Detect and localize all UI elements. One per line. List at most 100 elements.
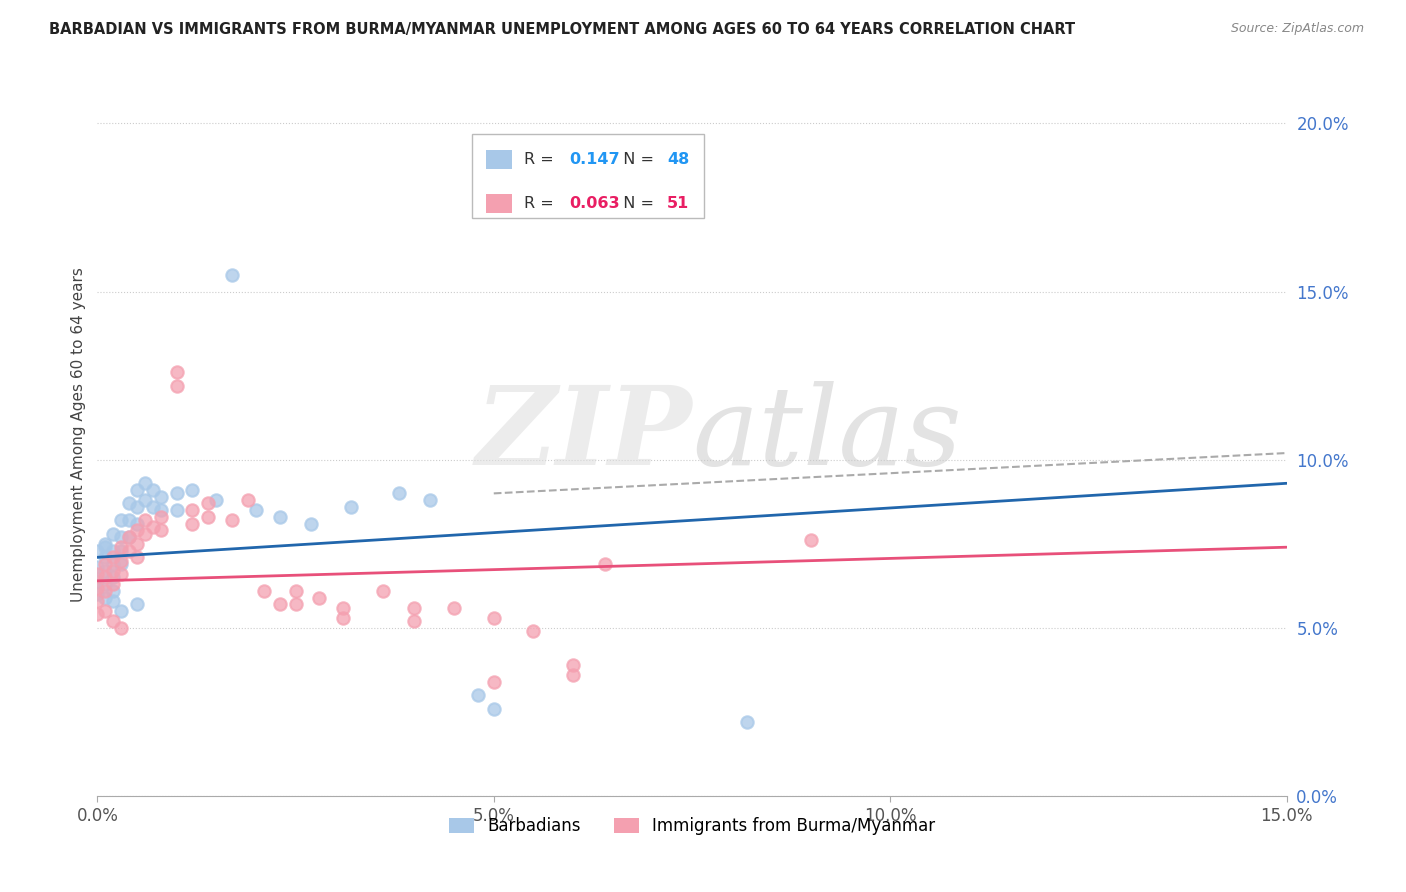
Point [103, 526, 125, 541]
Point [149, 524, 172, 538]
Point [94, 564, 117, 578]
FancyBboxPatch shape [486, 150, 512, 169]
Point [103, 543, 125, 558]
Point [142, 500, 165, 514]
Point [142, 483, 165, 497]
Point [86, 560, 108, 574]
Point [221, 513, 243, 527]
Point [197, 510, 219, 524]
Point [94, 557, 117, 571]
Point [110, 567, 132, 582]
Text: N =: N = [613, 152, 659, 167]
Point [149, 490, 172, 504]
Point [388, 486, 411, 500]
Point [125, 483, 148, 497]
Text: BARBADIAN VS IMMIGRANTS FROM BURMA/MYANMAR UNEMPLOYMENT AMONG AGES 60 TO 64 YEAR: BARBADIAN VS IMMIGRANTS FROM BURMA/MYANM… [49, 22, 1076, 37]
Point [800, 533, 823, 548]
Point [110, 621, 132, 635]
Point [166, 503, 188, 517]
Point [103, 583, 125, 598]
Text: atlas: atlas [692, 381, 962, 488]
Point [562, 668, 585, 682]
Text: R =: R = [524, 152, 560, 167]
Point [125, 500, 148, 514]
Point [118, 530, 141, 544]
Point [94, 604, 117, 618]
Point [103, 570, 125, 584]
Point [125, 537, 148, 551]
Point [522, 624, 544, 639]
Point [371, 583, 394, 598]
Point [86, 574, 108, 588]
Point [110, 604, 132, 618]
Text: 51: 51 [666, 195, 689, 211]
Point [308, 591, 330, 605]
Text: 48: 48 [666, 152, 689, 167]
Point [253, 583, 276, 598]
Point [94, 583, 117, 598]
Point [110, 554, 132, 568]
Text: R =: R = [524, 195, 560, 211]
Point [86, 587, 108, 601]
Point [110, 557, 132, 571]
Point [482, 611, 505, 625]
Point [269, 598, 291, 612]
FancyBboxPatch shape [486, 194, 512, 213]
Point [149, 510, 172, 524]
Point [118, 543, 141, 558]
Point [236, 493, 259, 508]
Point [86, 543, 108, 558]
Point [166, 486, 188, 500]
Point [134, 513, 156, 527]
Point [340, 500, 363, 514]
Point [134, 476, 156, 491]
Point [86, 581, 108, 595]
Point [118, 530, 141, 544]
Point [94, 537, 117, 551]
FancyBboxPatch shape [472, 135, 704, 218]
Point [482, 701, 505, 715]
Point [103, 594, 125, 608]
Y-axis label: Unemployment Among Ages 60 to 64 years: Unemployment Among Ages 60 to 64 years [72, 267, 86, 602]
Point [103, 564, 125, 578]
Point [245, 503, 267, 517]
Point [110, 513, 132, 527]
Text: 0.147: 0.147 [569, 152, 620, 167]
Point [593, 557, 616, 571]
Point [482, 674, 505, 689]
Point [125, 516, 148, 531]
Point [332, 600, 354, 615]
Point [181, 483, 204, 497]
Point [142, 520, 165, 534]
Point [419, 493, 441, 508]
Point [166, 378, 188, 392]
Point [103, 614, 125, 628]
Point [103, 550, 125, 565]
Point [86, 607, 108, 622]
Point [94, 591, 117, 605]
Point [197, 496, 219, 510]
Point [103, 577, 125, 591]
Legend: Barbadians, Immigrants from Burma/Myanmar: Barbadians, Immigrants from Burma/Myanma… [449, 817, 935, 835]
Point [94, 570, 117, 584]
Point [299, 516, 322, 531]
Point [134, 493, 156, 508]
Text: ZIP: ZIP [475, 381, 692, 488]
Text: N =: N = [613, 195, 659, 211]
Point [86, 567, 108, 582]
Text: 0.063: 0.063 [569, 195, 620, 211]
Point [332, 611, 354, 625]
Point [166, 365, 188, 379]
Point [737, 715, 759, 730]
Point [110, 540, 132, 554]
Point [181, 516, 204, 531]
Point [86, 594, 108, 608]
Point [103, 557, 125, 571]
Point [467, 688, 489, 702]
Point [181, 503, 204, 517]
Point [404, 600, 426, 615]
Point [125, 524, 148, 538]
Point [149, 503, 172, 517]
Point [404, 614, 426, 628]
Point [562, 657, 585, 672]
